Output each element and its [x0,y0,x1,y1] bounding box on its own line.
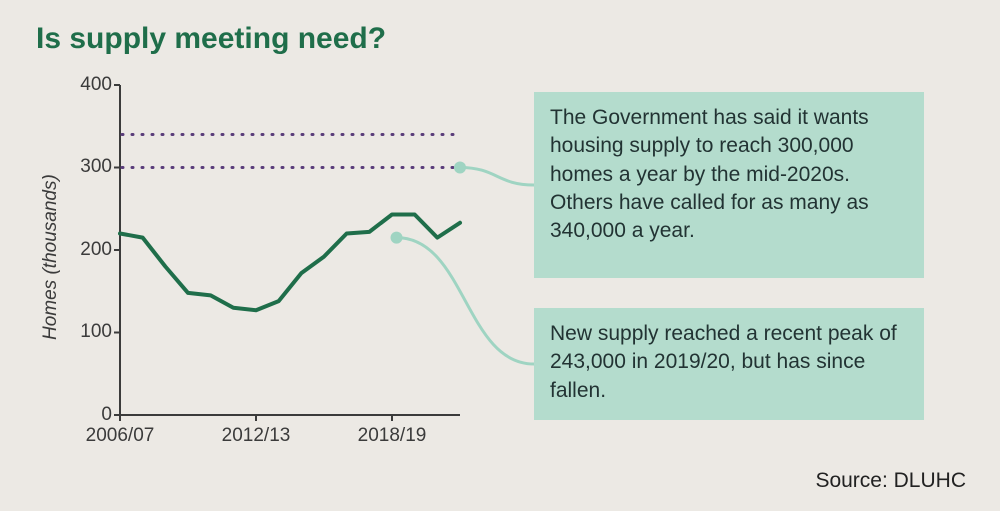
y-axis-label: Homes (thousands) [40,174,62,340]
page-title: Is supply meeting need? [36,22,386,56]
chart-area [120,85,460,415]
x-tick-label: 2006/07 [75,425,165,447]
x-tick-label: 2012/13 [211,425,301,447]
x-tick-label: 2018/19 [347,425,437,447]
callout-box: The Government has said it wants housing… [534,92,924,278]
y-tick-label: 400 [62,74,112,96]
y-tick-label: 200 [62,239,112,261]
callout-box: New supply reached a recent peak of 243,… [534,308,924,420]
line-chart-svg [120,85,460,415]
source-label: Source: DLUHC [815,469,966,493]
y-tick-label: 100 [62,321,112,343]
y-tick-label: 300 [62,156,112,178]
y-tick-label: 0 [62,404,112,426]
